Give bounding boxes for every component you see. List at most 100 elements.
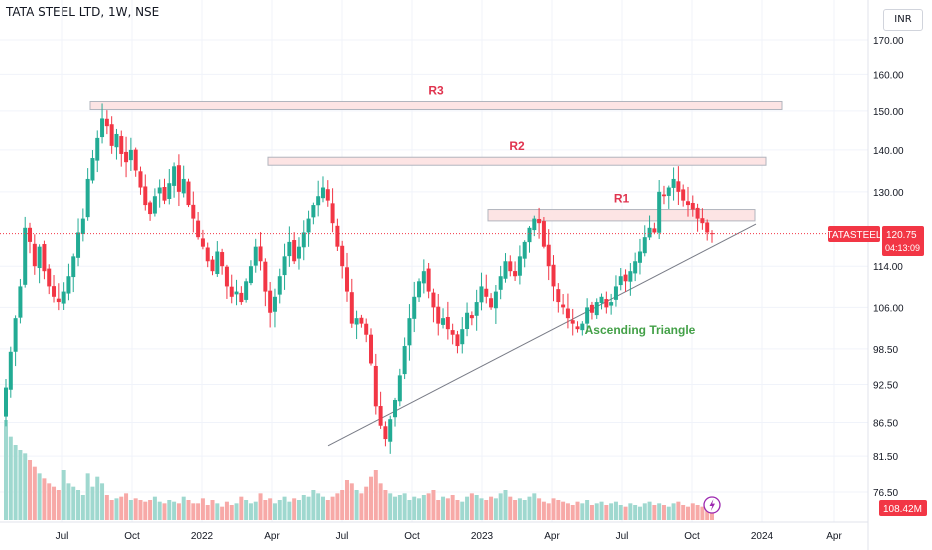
candle <box>609 293 614 315</box>
candle <box>455 330 460 354</box>
candle <box>320 176 325 203</box>
candle <box>210 255 215 276</box>
volume-bar <box>90 486 95 520</box>
volume-bar <box>565 503 570 520</box>
y-tick-label: 160.00 <box>873 70 904 81</box>
volume-bar <box>580 503 585 520</box>
volume-bar <box>85 473 90 520</box>
candle <box>426 262 431 299</box>
x-tick-label: Oct <box>404 531 420 542</box>
lightning-icon[interactable] <box>703 496 721 514</box>
candle <box>383 421 388 447</box>
candle <box>431 288 436 323</box>
candle <box>661 185 666 205</box>
candle <box>570 308 575 336</box>
volume-bar <box>196 503 201 520</box>
volume-bar <box>623 506 628 520</box>
volume-bar <box>148 500 153 520</box>
volume-tag: 108.42M <box>879 500 927 516</box>
candle <box>637 238 642 275</box>
volume-bar <box>705 505 710 520</box>
volume-bar <box>354 490 359 520</box>
candle <box>522 240 527 268</box>
candle <box>647 215 652 241</box>
grid <box>0 0 869 550</box>
volume-bar <box>239 496 244 520</box>
candle <box>537 207 542 239</box>
resistance-zone <box>89 100 783 110</box>
y-axis: 170.00 160.00 150.00 140.00 130.00 114.00 106.… <box>873 36 904 499</box>
candle <box>248 260 253 286</box>
volume-bar <box>690 503 695 520</box>
volume-bar <box>109 500 114 520</box>
volume-bar <box>681 505 686 520</box>
candle <box>306 210 311 247</box>
volume-bar <box>378 483 383 520</box>
candle <box>330 188 335 233</box>
candle <box>292 232 297 265</box>
volume-bar <box>13 445 18 520</box>
candle <box>489 293 494 310</box>
candle <box>56 283 61 311</box>
y-tick-label: 130.00 <box>873 188 904 199</box>
volume-bar <box>52 486 57 520</box>
resistance-zone <box>267 156 767 166</box>
volume-bar <box>527 496 532 520</box>
volume-bar <box>436 500 441 520</box>
volume-bar <box>133 498 138 520</box>
volume-bar <box>599 501 604 520</box>
candle <box>585 298 590 333</box>
candle <box>263 258 268 307</box>
volume-bar <box>359 493 364 520</box>
x-tick-label: 2022 <box>191 531 214 542</box>
volume-bar <box>172 501 177 520</box>
candle <box>397 368 402 407</box>
volume-bar <box>575 501 580 520</box>
candle <box>215 241 220 277</box>
volume-tag-value: 108.42M <box>883 504 922 515</box>
volume-bar <box>244 500 249 520</box>
candle <box>450 323 455 345</box>
candle <box>633 252 638 282</box>
volume-bar <box>61 470 66 520</box>
candle <box>42 240 47 280</box>
candle <box>671 167 676 201</box>
candle <box>85 168 90 221</box>
volume-bar <box>695 505 700 520</box>
candle <box>364 318 369 343</box>
volume-bar <box>537 498 542 520</box>
volume-bar <box>402 493 407 520</box>
y-tick-label: 81.50 <box>873 452 898 463</box>
candle <box>37 244 42 284</box>
candle <box>253 238 258 273</box>
candle <box>296 237 301 270</box>
candle <box>143 174 148 211</box>
volume-bar <box>215 503 220 520</box>
x-tick-label: Apr <box>826 531 842 542</box>
candle <box>162 178 167 205</box>
candle <box>541 217 546 249</box>
candle <box>613 275 618 307</box>
candle <box>589 301 594 320</box>
candle <box>23 216 28 288</box>
candle <box>205 242 210 268</box>
zone-label: R3 <box>428 83 444 97</box>
candle <box>340 240 345 279</box>
candle <box>124 136 129 178</box>
volume-bar <box>100 483 105 520</box>
x-tick-label: Jul <box>56 531 69 542</box>
x-tick-label: Apr <box>544 531 560 542</box>
candle <box>517 245 522 285</box>
volume-bar <box>517 498 522 520</box>
candle <box>272 288 277 328</box>
volume-bar <box>628 503 633 520</box>
currency-button[interactable]: INR <box>883 9 923 31</box>
price-tag-symbol: TATASTEEL <box>826 230 881 241</box>
y-tick-label: 140.00 <box>873 146 904 157</box>
volume-bar <box>210 500 215 520</box>
volume-bar <box>104 495 109 520</box>
volume-bar <box>186 500 191 520</box>
candle <box>61 282 66 310</box>
candle <box>441 308 446 329</box>
